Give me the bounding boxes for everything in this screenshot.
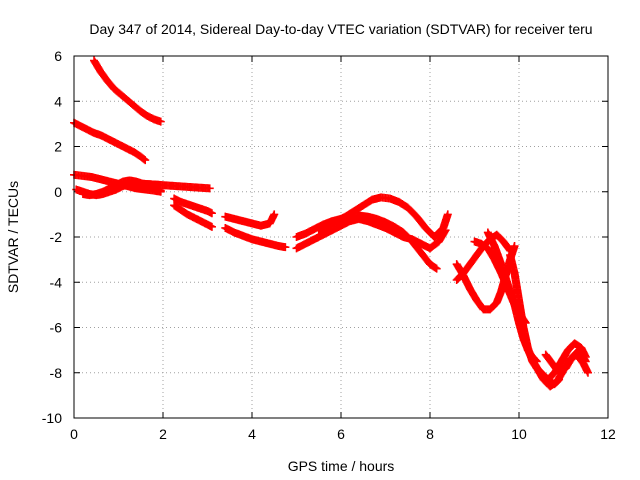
y-tick-label: 0 — [54, 184, 62, 200]
series-track-a — [90, 56, 165, 126]
data-point — [581, 357, 590, 366]
series-track-j — [221, 210, 279, 230]
data-point — [432, 264, 441, 273]
y-tick-label: -6 — [50, 320, 63, 336]
data-markers — [70, 56, 592, 391]
data-point — [156, 180, 165, 189]
data-point — [270, 210, 279, 219]
chart-title: Day 347 of 2014, Sidereal Day-to-day VTE… — [89, 21, 592, 37]
series-track-f — [170, 194, 216, 218]
x-tick-label: 12 — [600, 426, 616, 442]
y-tick-label: -4 — [50, 274, 63, 290]
series-track-g — [170, 201, 216, 231]
data-point — [443, 210, 452, 219]
series-track-u — [541, 346, 590, 377]
plot-frame — [73, 55, 609, 419]
y-tick-label: 6 — [54, 48, 62, 64]
x-tick-label: 0 — [70, 426, 78, 442]
data-point — [156, 117, 165, 126]
data-point — [207, 209, 216, 218]
x-tick-label: 4 — [248, 426, 256, 442]
tick-labels: 0 2 4 6 8 10 12 -10 -8 -6 -4 -2 0 2 4 6 — [42, 48, 616, 442]
data-point — [141, 156, 150, 165]
y-tick-label: 4 — [54, 93, 62, 109]
y-tick-label: -2 — [50, 229, 63, 245]
data-point — [510, 242, 519, 251]
data-point — [281, 243, 290, 252]
x-tick-label: 10 — [511, 426, 527, 442]
x-axis-label: GPS time / hours — [288, 458, 395, 474]
y-tick-label: -8 — [50, 365, 63, 381]
x-tick-label: 2 — [159, 426, 167, 442]
grid — [74, 56, 608, 418]
series-track-l — [292, 214, 450, 253]
series-track-i — [221, 223, 290, 252]
y-tick-label: -10 — [42, 410, 62, 426]
series-track-m — [314, 193, 452, 241]
data-point — [140, 155, 149, 164]
data-point — [207, 222, 216, 231]
data-point — [583, 368, 592, 377]
y-axis-label: SDTVAR / TECUs — [5, 181, 21, 293]
x-tick-label: 8 — [426, 426, 434, 442]
y-tick-label: 2 — [54, 139, 62, 155]
x-tick-label: 6 — [337, 426, 345, 442]
series-track-b — [70, 118, 150, 165]
series-track-h — [138, 179, 214, 193]
